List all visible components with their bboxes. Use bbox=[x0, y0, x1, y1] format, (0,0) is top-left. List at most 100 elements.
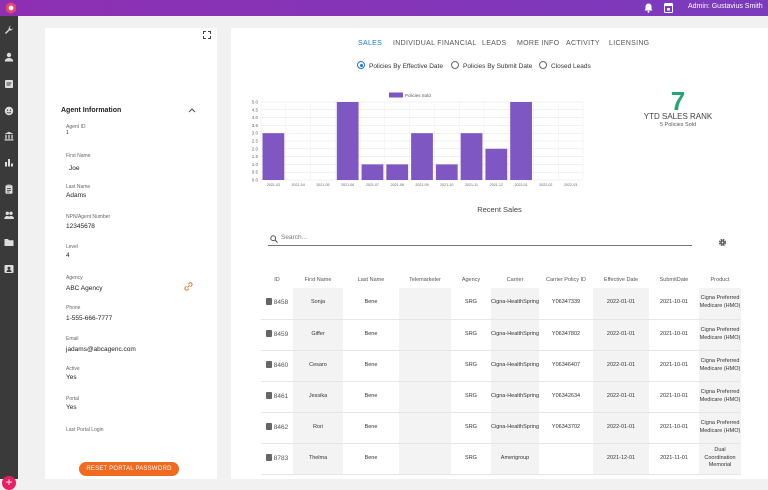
y-tick-label: 3.0 bbox=[252, 131, 259, 136]
table-row[interactable]: 8458 Sonja Bene SRG Cigna-HealthSpring Y06347… bbox=[261, 288, 741, 320]
people-icon[interactable] bbox=[4, 210, 14, 220]
column-header[interactable]: Agency bbox=[461, 277, 481, 283]
bell-icon[interactable] bbox=[644, 3, 653, 13]
agent-id-value: 1 bbox=[66, 130, 69, 136]
bar bbox=[361, 164, 384, 180]
radio-policies-by-submit-date[interactable]: Policies By Submit Date bbox=[451, 61, 532, 70]
table-row[interactable]: 8461 Jessika Bene SRG Cigna-HealthSpring Y063… bbox=[261, 381, 741, 413]
tab-individual-financial[interactable]: INDIVIDUAL FINANCIAL bbox=[393, 40, 477, 47]
y-tick-label: 4.0 bbox=[252, 115, 259, 120]
level-label: Level bbox=[66, 244, 78, 250]
x-tick-label: 2021-09 bbox=[415, 183, 428, 187]
cell-carrier: Cigna-HealthSpring bbox=[491, 412, 539, 444]
cell-carrier: Cigna-HealthSpring bbox=[491, 350, 539, 382]
x-tick-label: 2021-07 bbox=[366, 183, 379, 187]
bar-chart-icon[interactable] bbox=[4, 157, 14, 167]
wrench-icon[interactable] bbox=[4, 25, 14, 35]
radio-unselected-icon bbox=[451, 61, 459, 69]
gear-icon[interactable] bbox=[718, 238, 727, 247]
cell-policy: Y06343702 bbox=[539, 412, 593, 444]
cell-agency: SRG bbox=[451, 350, 491, 382]
folder-icon[interactable] bbox=[4, 237, 14, 247]
tab-activity[interactable]: ACTIVITY bbox=[566, 40, 600, 47]
chevron-up-icon[interactable] bbox=[188, 107, 196, 113]
last-name-label: Last Name bbox=[66, 184, 91, 190]
document-icon[interactable] bbox=[265, 298, 272, 306]
cell-carrier: Cigna-HealthSpring bbox=[491, 319, 539, 351]
column-header[interactable]: Last Name bbox=[357, 277, 385, 283]
radio-closed-leads[interactable]: Closed Leads bbox=[539, 61, 591, 70]
fullscreen-icon[interactable] bbox=[203, 31, 211, 39]
column-header[interactable]: ID bbox=[274, 277, 280, 283]
cell-sub: 2021-10-01 bbox=[649, 412, 699, 444]
portal-value: Yes bbox=[66, 404, 77, 411]
tab-more-info[interactable]: MORE INFO bbox=[517, 40, 560, 47]
add-button[interactable]: + bbox=[2, 476, 16, 490]
policies-sold-chart: 0.0 0.5 1.0 1.5 2.0 2.5 3.0 3.5 4.0 4.5 5.0 2021-03… bbox=[252, 92, 584, 187]
column-header[interactable]: SubmitDate bbox=[659, 277, 689, 283]
face-icon[interactable] bbox=[4, 106, 14, 116]
radio-policies-by-effective-date[interactable]: Policies By Effective Date bbox=[357, 61, 443, 70]
calendar-icon[interactable] bbox=[664, 2, 673, 13]
admin-user-label[interactable]: Admin: Gustavius Smith bbox=[688, 3, 763, 10]
tab-licensing[interactable]: LICENSING bbox=[609, 40, 650, 47]
cell-policy: Y06347802 bbox=[539, 319, 593, 351]
x-tick-label: 2021-05 bbox=[316, 183, 329, 187]
x-tick-label: 2021-10 bbox=[440, 183, 453, 187]
link-icon[interactable] bbox=[184, 282, 193, 291]
tab-leads[interactable]: LEADS bbox=[482, 40, 507, 47]
cell-agency: SRG bbox=[451, 412, 491, 444]
document-icon[interactable] bbox=[265, 422, 272, 430]
document-icon[interactable] bbox=[265, 391, 272, 399]
policy-id-text: 8461 bbox=[273, 392, 289, 400]
cell-first: Cesaro bbox=[293, 350, 343, 382]
cell-eff: 2022-01-01 bbox=[593, 350, 649, 382]
last-name-value: Adams bbox=[66, 192, 87, 199]
cell-first: Jessika bbox=[293, 381, 343, 413]
table-row[interactable]: 8459 Giffer Bene SRG Cigna-HealthSpring Y0634… bbox=[261, 319, 741, 351]
tab-sales[interactable]: SALES bbox=[358, 40, 383, 47]
contact-card-icon[interactable] bbox=[4, 264, 14, 274]
table-row[interactable]: 8783 Thelma Bene SRG Amerigroup 2021-12-01 202… bbox=[261, 443, 741, 475]
column-header[interactable]: Carrier bbox=[506, 277, 524, 283]
y-tick-label: 2.5 bbox=[252, 139, 259, 144]
bank-icon[interactable] bbox=[4, 131, 14, 141]
document-icon[interactable] bbox=[265, 453, 272, 461]
document-icon[interactable] bbox=[265, 329, 272, 337]
cell-id: 8460 bbox=[261, 350, 293, 382]
search-input[interactable] bbox=[281, 234, 681, 241]
table-header-row: ID First Name Last Name Telemarketer Agency C… bbox=[261, 272, 741, 288]
cell-agency: SRG bbox=[451, 319, 491, 351]
cell-id: 8459 bbox=[261, 319, 293, 351]
y-tick-label: 5.0 bbox=[252, 100, 259, 105]
cell-last: Bene bbox=[343, 319, 399, 351]
cell-agency: SRG bbox=[451, 381, 491, 413]
cell-last: Bene bbox=[343, 381, 399, 413]
column-header[interactable]: Product bbox=[710, 277, 730, 283]
column-header[interactable]: Carrier Policy ID bbox=[545, 277, 587, 283]
bar bbox=[262, 133, 285, 180]
y-tick-label: 1.0 bbox=[252, 162, 259, 167]
column-header[interactable]: Telemarketer bbox=[409, 277, 441, 283]
radio-unselected-icon bbox=[539, 61, 547, 69]
agency-label: Agency bbox=[66, 275, 83, 281]
column-header[interactable]: Effective Date bbox=[603, 277, 639, 283]
table-row[interactable]: 8460 Cesaro Bene SRG Cigna-HealthSpring Y0634… bbox=[261, 350, 741, 382]
bar bbox=[336, 102, 359, 180]
note-icon[interactable] bbox=[4, 79, 14, 89]
column-header[interactable]: First Name bbox=[304, 277, 332, 283]
bar bbox=[386, 164, 409, 180]
cell-eff: 2022-01-01 bbox=[593, 288, 649, 320]
cell-last: Bene bbox=[343, 350, 399, 382]
y-tick-label: 2.0 bbox=[252, 146, 259, 151]
cell-tele bbox=[399, 381, 451, 413]
reset-portal-password-button[interactable]: RESET PORTAL PASSWORD bbox=[79, 462, 179, 476]
logo-icon[interactable] bbox=[4, 1, 18, 15]
cell-product: Cigna Preferred Medicare (HMO) bbox=[699, 381, 741, 413]
person-icon[interactable] bbox=[4, 52, 14, 62]
table-row[interactable]: 8462 Rori Bene SRG Cigna-HealthSpring Y063437… bbox=[261, 412, 741, 444]
document-icon[interactable] bbox=[265, 360, 272, 368]
x-tick-label: 2022-03 bbox=[564, 183, 577, 187]
clipboard-icon[interactable] bbox=[4, 184, 14, 194]
cell-tele bbox=[399, 288, 451, 320]
